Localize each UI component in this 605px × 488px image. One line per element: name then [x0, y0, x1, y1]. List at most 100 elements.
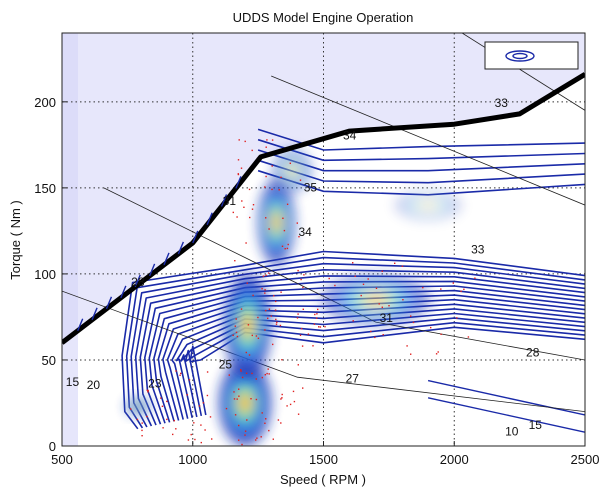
efficiency-contour: [166, 303, 585, 420]
operating-point: [440, 333, 442, 335]
contour-label: 31: [380, 311, 394, 325]
operating-point: [289, 162, 291, 164]
density-blob: [126, 397, 150, 416]
operating-point: [238, 439, 240, 441]
operating-point: [275, 300, 277, 303]
operating-point: [264, 292, 266, 294]
operating-point: [232, 334, 234, 336]
operating-point: [303, 274, 305, 276]
hatch-mark: [148, 263, 156, 277]
efficiency-contour: [134, 269, 585, 427]
operating-point: [233, 398, 236, 400]
operating-point: [240, 369, 242, 371]
operating-point: [301, 345, 304, 347]
contour-label: 35: [304, 180, 318, 194]
operating-point: [255, 398, 258, 401]
y-tick-label: 50: [42, 353, 56, 368]
operating-point: [147, 391, 149, 393]
operating-point: [146, 415, 148, 418]
operating-point: [237, 159, 240, 161]
operating-point: [401, 265, 404, 267]
operating-point: [234, 260, 236, 262]
contour-label: 25: [219, 358, 233, 372]
contour-label: 23: [148, 376, 162, 390]
operating-point: [240, 370, 242, 372]
operating-point: [245, 242, 247, 244]
operating-point: [314, 313, 316, 316]
operating-point: [234, 414, 237, 416]
hatch-mark: [134, 274, 141, 288]
operating-point: [297, 413, 300, 415]
hatch-mark: [120, 285, 127, 299]
operating-point: [265, 175, 267, 178]
operating-point: [268, 308, 271, 310]
efficiency-contour: [139, 275, 585, 426]
operating-point: [200, 424, 202, 426]
x-tick-label: 1000: [178, 452, 207, 467]
operating-point: [264, 289, 266, 291]
operating-point: [193, 422, 195, 424]
operating-point: [261, 412, 263, 414]
hatch-mark: [235, 176, 242, 189]
operating-point: [467, 336, 470, 338]
operating-point: [172, 433, 174, 436]
density-blob: [320, 273, 431, 326]
operating-point: [256, 437, 258, 439]
hatch-mark: [105, 296, 113, 310]
operating-point: [244, 430, 247, 432]
operating-point: [268, 228, 270, 230]
hatch-mark: [220, 194, 228, 207]
contour-label: 33: [471, 242, 485, 256]
operating-point: [245, 372, 248, 374]
efficiency-contour: [153, 289, 585, 423]
operating-point: [402, 299, 404, 301]
operating-point: [180, 372, 182, 375]
operating-point: [243, 206, 245, 208]
operating-point: [166, 400, 168, 403]
operating-point: [297, 313, 299, 315]
efficiency-contour: [130, 262, 585, 428]
gridlines: [62, 33, 585, 446]
iso-power-line: [461, 33, 585, 111]
operating-point: [198, 405, 201, 407]
operating-point: [237, 173, 239, 175]
operating-point: [248, 354, 251, 356]
operating-point: [161, 405, 164, 407]
operating-point: [360, 294, 362, 297]
operating-point: [299, 334, 302, 336]
operating-point: [160, 397, 162, 399]
operating-point: [316, 313, 318, 315]
operating-point: [267, 317, 269, 319]
operating-point: [296, 222, 298, 224]
operating-point: [265, 309, 267, 312]
operating-point: [296, 317, 299, 319]
operating-point: [141, 429, 143, 432]
operating-point: [273, 295, 275, 297]
operating-point: [299, 179, 302, 181]
operating-point: [324, 326, 326, 328]
efficiency-contour: [184, 321, 585, 417]
operating-point: [277, 419, 280, 421]
operating-point: [265, 146, 267, 148]
operating-point: [474, 277, 476, 279]
operating-point: [264, 329, 266, 331]
operating-point: [238, 388, 240, 390]
operating-point: [200, 441, 202, 444]
operating-point: [251, 208, 254, 210]
operating-point: [268, 429, 270, 432]
operating-point: [264, 422, 266, 424]
operating-density-map: [126, 149, 463, 446]
efficiency-contour-low: [427, 379, 585, 416]
operating-point: [187, 439, 190, 441]
operating-point: [279, 324, 282, 327]
operating-point: [352, 320, 354, 322]
operating-point: [367, 278, 369, 280]
operating-point: [248, 188, 251, 191]
density-blob: [272, 149, 312, 193]
operating-point: [234, 325, 236, 327]
efficiency-contour: [162, 298, 585, 421]
contour-label: 34: [299, 225, 313, 239]
operating-point: [452, 282, 454, 284]
operating-point: [236, 335, 239, 338]
